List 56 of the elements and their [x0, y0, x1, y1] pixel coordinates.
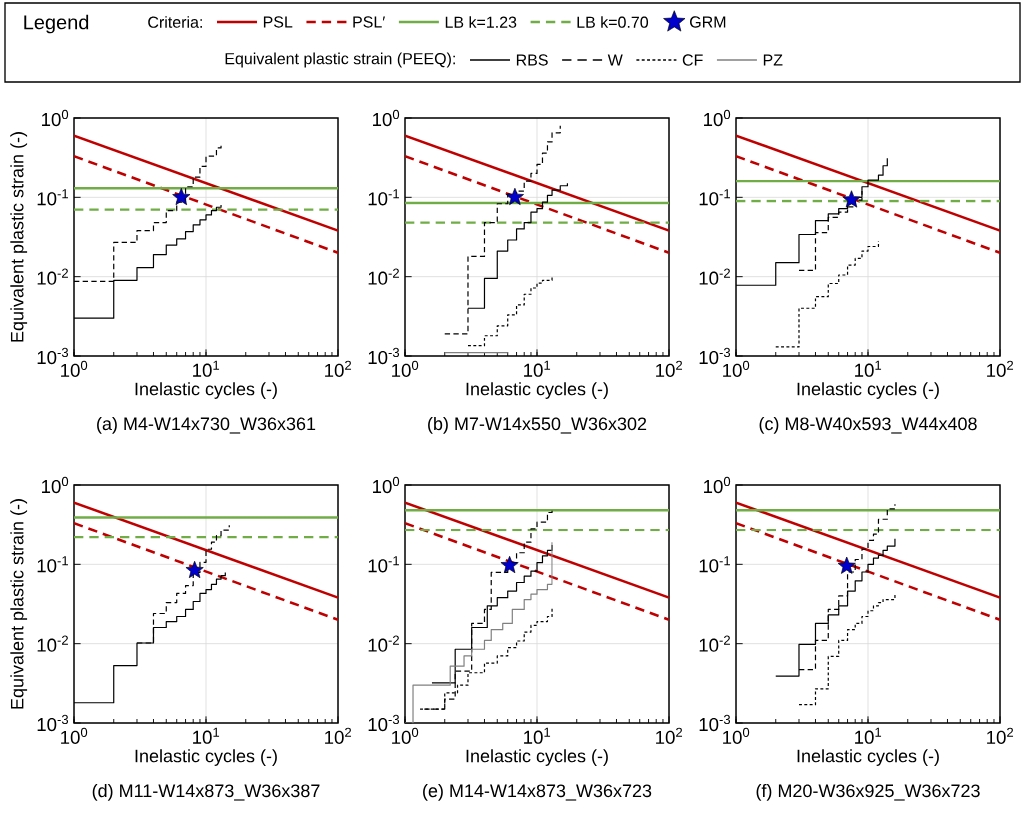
x-tick-label: 10$^{1}$ — [855, 727, 882, 744]
y-tick-label: 10$^{0}$ — [373, 476, 400, 494]
x-tick-label: 10$^{2}$ — [987, 727, 1014, 744]
x-tick-label: 10$^{2}$ — [325, 360, 352, 377]
x-axis-title: Inelastic cycles (-) — [135, 382, 277, 399]
legend-label: GRM — [690, 16, 726, 28]
legend-label: PZ — [763, 54, 783, 66]
y-tick-label: 10$^{-1}$ — [37, 556, 68, 573]
y-tick-label: 10$^{-2}$ — [37, 635, 68, 652]
text: (c) M8-W40x593_W44x408 — [759, 416, 977, 434]
legend-label: LB k=0.70 — [577, 16, 649, 28]
y-tick-label: 10$^{0}$ — [373, 109, 400, 127]
legend-label: PSL′ — [353, 16, 385, 28]
y-tick-label: 10$^{-1}$ — [699, 189, 730, 206]
x-tick-label: 10$^{2}$ — [656, 727, 683, 744]
y-tick-label: 10$^{-2}$ — [37, 268, 68, 285]
legend-label: LB k=1.23 — [445, 16, 517, 28]
y-tick-label: 10$^{0}$ — [704, 476, 731, 494]
y-tick-label: 10$^{-1}$ — [368, 189, 399, 206]
y-tick-label: 10$^{-1}$ — [37, 189, 68, 206]
x-tick-label: 10$^{2}$ — [987, 360, 1014, 377]
legend-label: RBS — [516, 54, 548, 66]
y-tick-label: 10$^{-2}$ — [699, 635, 730, 652]
x-tick-label: 10$^{1}$ — [524, 360, 551, 377]
x-axis-title: Inelastic cycles (-) — [466, 382, 608, 399]
y-tick-label: 10$^{-1}$ — [699, 556, 730, 573]
x-axis-title: Inelastic cycles (-) — [797, 749, 939, 766]
text: (d) M11-W14x873_W36x387 — [92, 783, 320, 801]
text: (a) M4-W14x730_W36x361 — [97, 416, 316, 434]
y-tick-label: 10$^{0}$ — [704, 109, 731, 127]
x-tick-label: 10$^{2}$ — [325, 727, 352, 744]
x-axis-title: Inelastic cycles (-) — [135, 749, 277, 766]
legend-label: W — [607, 54, 623, 66]
y-axis-title: Equivalent plastic strain (-) — [10, 499, 28, 709]
legend-title: Legend — [24, 14, 89, 34]
legend-label: CF — [682, 54, 703, 66]
x-tick-label: 10$^{1}$ — [524, 727, 551, 744]
x-tick-label: 10$^{2}$ — [656, 360, 683, 377]
text: (f) M20-W36x925_W36x723 — [756, 783, 980, 801]
y-tick-label: 10$^{-2}$ — [368, 268, 399, 285]
y-tick-label: 10$^{-1}$ — [368, 556, 399, 573]
x-tick-label: 10$^{1}$ — [193, 360, 220, 377]
x-axis-title: Inelastic cycles (-) — [797, 382, 939, 399]
text: (e) M14-W14x873_W36x723 — [423, 783, 652, 801]
y-tick-label: 10$^{-2}$ — [699, 268, 730, 285]
x-tick-label: 10$^{1}$ — [855, 360, 882, 377]
x-axis-title: Inelastic cycles (-) — [466, 749, 608, 766]
y-axis-title: Equivalent plastic strain (-) — [10, 132, 28, 342]
y-tick-label: 10$^{0}$ — [42, 476, 69, 494]
text: (b) M7-W14x550_W36x302 — [428, 416, 647, 434]
legend-label: PSL — [263, 16, 293, 28]
y-tick-label: 10$^{-2}$ — [368, 635, 399, 652]
y-tick-label: 10$^{0}$ — [42, 109, 69, 127]
x-tick-label: 10$^{1}$ — [193, 727, 220, 744]
text: Criteria: — [148, 16, 202, 28]
text: Equivalent plastic strain (PEEQ): — [225, 52, 455, 68]
